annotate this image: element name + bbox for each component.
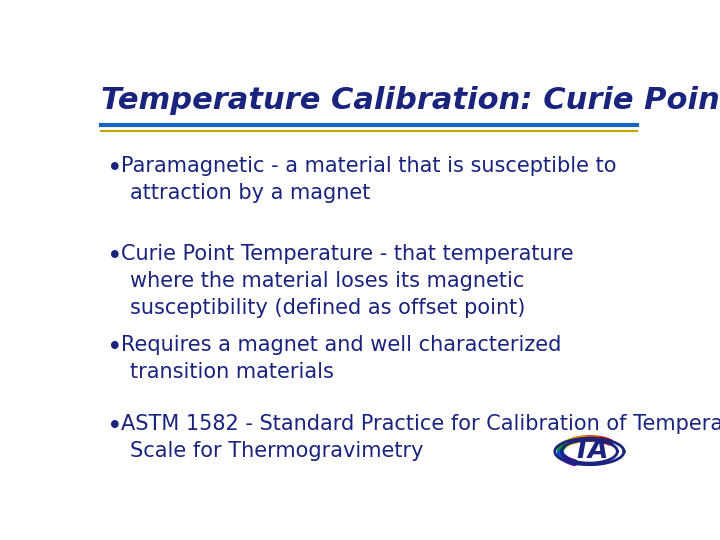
Text: Curie Point Temperature - that temperature: Curie Point Temperature - that temperatu… — [121, 244, 573, 264]
Text: Paramagnetic - a material that is susceptible to: Paramagnetic - a material that is suscep… — [121, 156, 616, 176]
Text: TA: TA — [572, 438, 608, 464]
Text: Requires a magnet and well characterized: Requires a magnet and well characterized — [121, 335, 561, 355]
Text: where the material loses its magnetic: where the material loses its magnetic — [130, 271, 525, 291]
Text: •: • — [107, 335, 122, 361]
Text: Temperature Calibration: Curie Point Transition: Temperature Calibration: Curie Point Tra… — [101, 85, 720, 114]
Text: ASTM 1582 - Standard Practice for Calibration of Temperature: ASTM 1582 - Standard Practice for Calibr… — [121, 414, 720, 434]
Text: •: • — [107, 244, 122, 269]
Text: transition materials: transition materials — [130, 362, 334, 382]
Text: susceptibility (defined as offset point): susceptibility (defined as offset point) — [130, 298, 526, 318]
Text: Scale for Thermogravimetry: Scale for Thermogravimetry — [130, 441, 423, 461]
Text: •: • — [107, 414, 122, 440]
Text: attraction by a magnet: attraction by a magnet — [130, 183, 371, 203]
Text: •: • — [107, 156, 122, 183]
